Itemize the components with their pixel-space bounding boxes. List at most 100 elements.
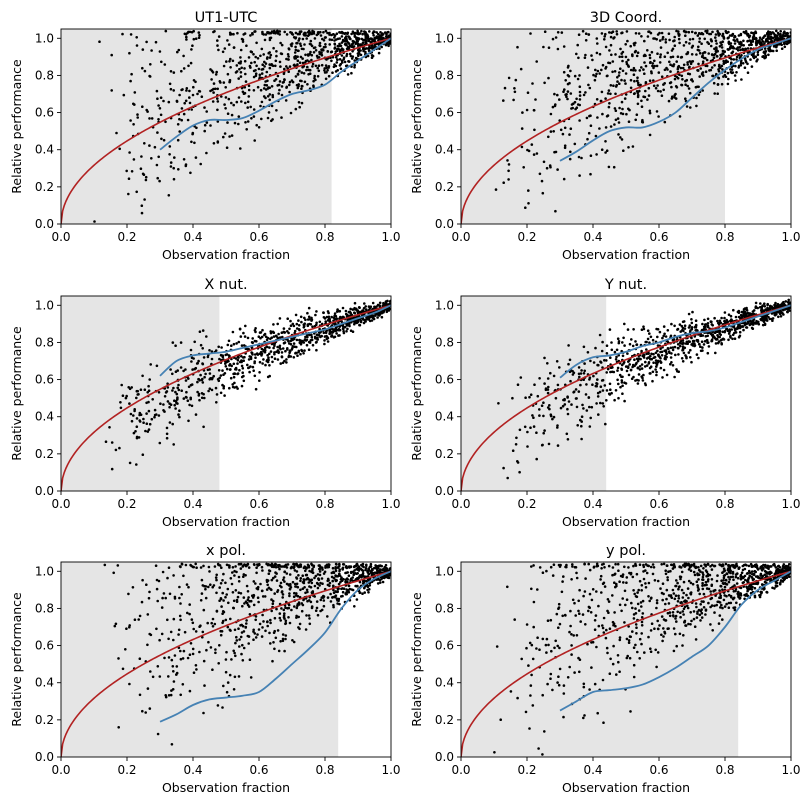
scatter-point (267, 31, 271, 35)
sqrt-reference-curve (461, 37, 791, 224)
scatter-point (156, 599, 159, 603)
scatter-point (351, 330, 355, 334)
scatter-point (694, 31, 697, 35)
scatter-point (608, 328, 612, 331)
scatter-point (542, 414, 545, 418)
scatter-point (616, 117, 620, 120)
scatter-point (280, 93, 284, 97)
scatter-point (328, 31, 331, 35)
scatter-point (254, 387, 258, 391)
scatter-point (209, 89, 212, 93)
scatter-point (247, 596, 250, 599)
scatter-point (338, 562, 341, 566)
scatter-point (168, 421, 172, 424)
scatter-point (714, 36, 717, 39)
scatter-point (620, 381, 624, 384)
scatter-point (283, 67, 286, 71)
scatter-point (656, 349, 659, 353)
scatter-point (259, 582, 262, 586)
scatter-point (335, 32, 339, 35)
scatter-point (157, 414, 161, 417)
scatter-point (353, 311, 356, 315)
scatter-point (629, 44, 632, 48)
scatter-point (588, 376, 592, 380)
scatter-point (606, 367, 610, 371)
scatter-point (294, 313, 298, 317)
scatter-point (724, 29, 728, 33)
scatter-point (344, 37, 348, 41)
x-tick-label: 0.6 (249, 497, 268, 511)
x-axis-label: Observation fraction (562, 247, 690, 262)
shaded-region (461, 29, 725, 224)
scatter-point (621, 69, 625, 73)
scatter-point (295, 322, 299, 326)
scatter-point (533, 383, 536, 387)
y-tick-label: 1.0 (435, 298, 454, 312)
scatter-point (724, 59, 728, 62)
scatter-point (288, 83, 291, 87)
scatter-point (566, 438, 570, 441)
scatter-point (769, 37, 772, 41)
scatter-point (655, 365, 658, 368)
scatter-point (656, 33, 660, 36)
scatter-point (669, 362, 672, 366)
scatter-point (179, 602, 182, 605)
scatter-point (671, 346, 675, 349)
scatter-point (351, 308, 355, 311)
scatter-point (305, 588, 309, 592)
scatter-point (633, 79, 636, 83)
scatter-point (659, 366, 663, 370)
scatter-point (206, 621, 209, 625)
scatter-point (225, 360, 229, 364)
scatter-point (272, 346, 275, 350)
scatter-point (304, 628, 308, 631)
scatter-point (162, 403, 165, 406)
scatter-point (145, 40, 148, 44)
scatter-point (294, 36, 298, 39)
scatter-point (524, 206, 527, 209)
scatter-point (764, 56, 767, 59)
scatter-point (180, 69, 183, 73)
scatter-point (368, 584, 372, 587)
scatter-point (768, 306, 772, 310)
scatter-point (170, 658, 174, 662)
scatter-point (199, 566, 203, 569)
scatter-point (607, 105, 611, 109)
scatter-point (700, 334, 703, 338)
scatter-point (542, 431, 545, 435)
scatter-point (124, 396, 128, 400)
scatter-point (318, 44, 321, 47)
scatter-point (338, 64, 342, 67)
scatter-point (745, 32, 749, 36)
scatter-point (156, 665, 160, 668)
scatter-point (322, 599, 326, 602)
scatter-point (709, 44, 713, 48)
scatter-point (220, 95, 223, 98)
scatter-point (135, 396, 138, 400)
scatter-point (260, 68, 264, 71)
scatter-point (627, 58, 630, 62)
scatter-point (264, 62, 268, 65)
scatter-point (646, 329, 650, 333)
scatter-point (609, 43, 613, 47)
scatter-point (301, 581, 305, 584)
scatter-point (296, 41, 299, 45)
scatter-point (149, 63, 152, 66)
scatter-point (378, 304, 382, 308)
scatter-point (118, 446, 121, 450)
scatter-point (608, 382, 612, 386)
scatter-point (574, 388, 578, 391)
scatter-point (320, 63, 324, 67)
scatter-point (182, 67, 186, 70)
scatter-point (646, 337, 650, 341)
scatter-point (215, 401, 218, 404)
scatter-point (263, 350, 267, 354)
scatter-point (265, 70, 269, 74)
scatter-point (297, 324, 301, 327)
scatter-point (703, 340, 707, 343)
scatter-point (710, 39, 713, 43)
scatter-point (689, 62, 693, 65)
scatter-point (168, 405, 171, 409)
scatter-point (722, 37, 726, 40)
scatter-point (267, 111, 271, 114)
